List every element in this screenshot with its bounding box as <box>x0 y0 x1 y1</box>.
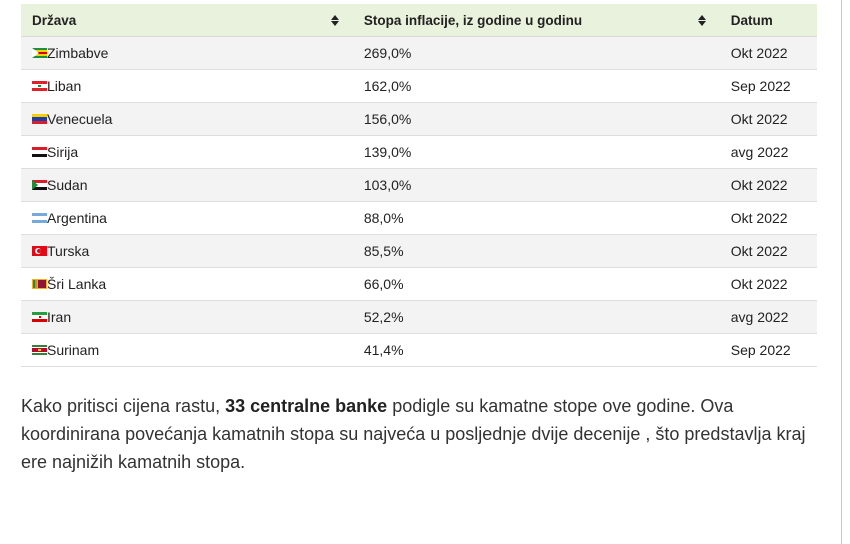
country-cell: Turska <box>21 234 353 268</box>
date-cell: Okt 2022 <box>719 234 817 268</box>
sort-icon[interactable] <box>697 14 706 26</box>
sort-icon[interactable] <box>330 14 339 26</box>
table-row: Venecuela 156,0% Okt 2022 <box>21 102 817 136</box>
country-name: Venecuela <box>47 111 113 127</box>
country-cell: Argentina <box>21 201 353 235</box>
table-row: Sudan 103,0% Okt 2022 <box>21 168 817 202</box>
country-name: Liban <box>47 78 82 94</box>
header-country-label: Država <box>32 12 77 28</box>
table-row: Šri Lanka 66,0% Okt 2022 <box>21 267 817 301</box>
paragraph-bold: 33 centralne banke <box>225 396 388 416</box>
table-row: Liban 162,0% Sep 2022 <box>21 69 817 103</box>
country-cell: Surinam <box>21 333 353 367</box>
country-name: Surinam <box>47 342 100 358</box>
table-header-row: Država Stopa inflacije, iz godine u godi… <box>21 4 817 37</box>
country-cell: Zimbabve <box>21 36 353 70</box>
header-date: Datum <box>719 4 817 37</box>
rate-cell: 156,0% <box>352 102 720 136</box>
sudan-flag-icon <box>32 180 47 190</box>
header-rate[interactable]: Stopa inflacije, iz godine u godinu <box>352 4 720 37</box>
paragraph-text-start: Kako pritisci cijena rastu, <box>21 396 226 416</box>
turkey-flag-icon <box>32 246 47 256</box>
argentina-flag-icon <box>32 213 47 223</box>
syria-flag-icon <box>32 147 47 157</box>
country-cell: Šri Lanka <box>21 267 353 301</box>
header-date-label: Datum <box>730 12 773 28</box>
page-edge-rule <box>841 0 842 544</box>
country-name: Sirija <box>47 144 79 160</box>
suriname-flag-icon <box>32 345 47 355</box>
country-cell: Sirija <box>21 135 353 169</box>
header-rate-label: Stopa inflacije, iz godine u godinu <box>363 12 583 28</box>
table-row: Argentina 88,0% Okt 2022 <box>21 201 817 235</box>
lebanon-flag-icon <box>32 81 47 91</box>
inflation-table: Država Stopa inflacije, iz godine u godi… <box>21 4 817 367</box>
date-cell: Okt 2022 <box>719 168 817 202</box>
country-cell: Liban <box>21 69 353 103</box>
date-cell: Sep 2022 <box>719 69 817 103</box>
sri-lanka-flag-icon <box>32 279 47 289</box>
country-cell: Sudan <box>21 168 353 202</box>
rate-cell: 162,0% <box>352 69 720 103</box>
table-row: Zimbabve 269,0% Okt 2022 <box>21 36 817 70</box>
country-cell: Venecuela <box>21 102 353 136</box>
paragraph-text-end: podigle su kamatne stope ove godine. Ova… <box>21 396 806 472</box>
header-country[interactable]: Država <box>21 4 353 37</box>
date-cell: Okt 2022 <box>719 36 817 70</box>
venezuela-flag-icon <box>32 114 47 124</box>
rate-cell: 85,5% <box>352 234 720 268</box>
rate-cell: 103,0% <box>352 168 720 202</box>
table-row: Surinam 41,4% Sep 2022 <box>21 333 817 367</box>
country-name: Sudan <box>47 177 88 193</box>
iran-flag-icon <box>32 312 47 322</box>
rate-cell: 52,2% <box>352 300 720 334</box>
rate-cell: 41,4% <box>352 333 720 367</box>
table-row: Sirija 139,0% avg 2022 <box>21 135 817 169</box>
date-cell: Okt 2022 <box>719 102 817 136</box>
country-name: Šri Lanka <box>47 276 107 292</box>
date-cell: avg 2022 <box>719 300 817 334</box>
date-cell: Sep 2022 <box>719 333 817 367</box>
rate-cell: 66,0% <box>352 267 720 301</box>
rate-cell: 139,0% <box>352 135 720 169</box>
country-cell: Iran <box>21 300 353 334</box>
country-name: Zimbabve <box>47 45 109 61</box>
body-paragraph: Kako pritisci cijena rastu, 33 centralne… <box>21 392 821 476</box>
date-cell: avg 2022 <box>719 135 817 169</box>
table-row: Iran 52,2% avg 2022 <box>21 300 817 334</box>
country-name: Argentina <box>47 210 107 226</box>
country-name: Turska <box>47 243 90 259</box>
table-row: Turska 85,5% Okt 2022 <box>21 234 817 268</box>
zimbabwe-flag-icon <box>32 48 47 58</box>
date-cell: Okt 2022 <box>719 267 817 301</box>
date-cell: Okt 2022 <box>719 201 817 235</box>
rate-cell: 269,0% <box>352 36 720 70</box>
rate-cell: 88,0% <box>352 201 720 235</box>
country-name: Iran <box>47 309 72 325</box>
